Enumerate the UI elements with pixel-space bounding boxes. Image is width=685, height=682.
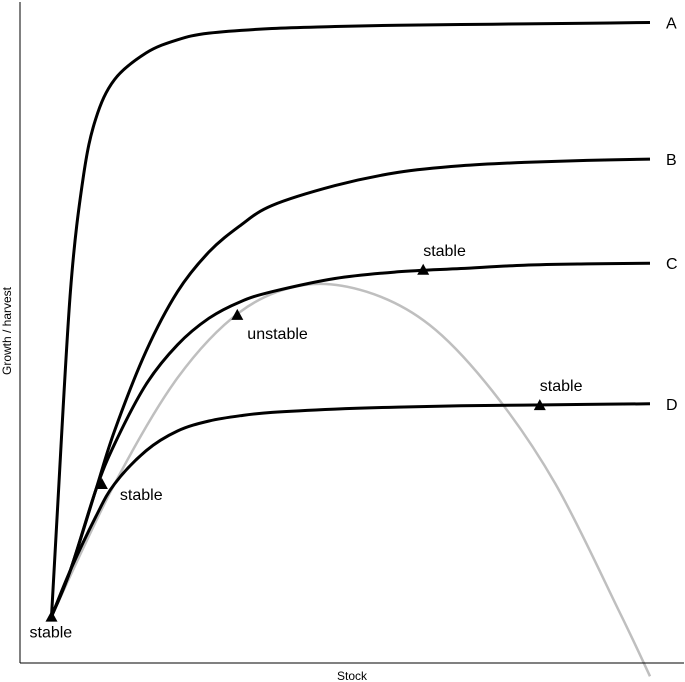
- equilibrium-marker: [231, 308, 244, 320]
- series-label-c: C: [666, 256, 678, 273]
- series-label-a: A: [666, 16, 677, 33]
- growth-curve: [50, 282, 652, 677]
- series-label-b: B: [666, 152, 677, 169]
- equilibrium-label: stable: [540, 378, 583, 395]
- equilibrium-label: stable: [30, 625, 73, 642]
- equilibrium-label: stable: [423, 243, 466, 260]
- equilibrium-marker: [45, 610, 58, 622]
- equilibrium-marker: [417, 263, 430, 275]
- series-line-d: [50, 402, 651, 618]
- series-line-a: [50, 21, 651, 617]
- series-label-d: D: [666, 397, 678, 414]
- y-axis-title: Growth / harvest: [0, 286, 14, 375]
- equilibrium-label: stable: [120, 487, 163, 504]
- equilibrium-marker: [95, 478, 108, 489]
- equilibrium-label: unstable: [247, 326, 308, 343]
- series-line-c: [50, 261, 651, 618]
- x-axis-title: Stock: [337, 669, 368, 682]
- equilibrium-marker: [533, 399, 546, 411]
